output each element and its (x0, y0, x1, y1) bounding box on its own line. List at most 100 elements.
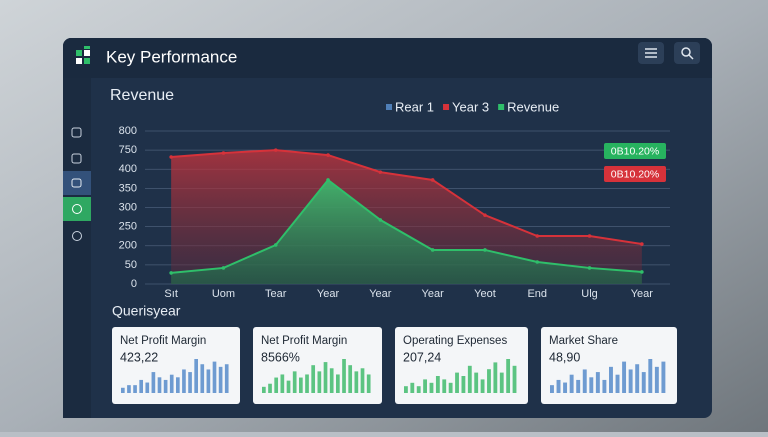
badge (604, 143, 666, 159)
spark-bar (299, 377, 303, 393)
point (273, 243, 278, 247)
spark-bar (448, 382, 453, 393)
area (171, 179, 642, 284)
spark-bar (550, 385, 554, 393)
spark-bar (563, 382, 568, 393)
nav-icon[interactable] (71, 153, 82, 164)
legend-label: Rear 1 (395, 99, 434, 114)
point (587, 234, 592, 238)
x-tick-label: Year (422, 288, 445, 300)
card-value: 207,24 (403, 350, 441, 364)
y-tick-label: 800 (119, 125, 137, 137)
point (221, 151, 226, 155)
spark-bar (224, 364, 229, 393)
nav-item-active[interactable] (63, 171, 91, 195)
chart-title: Revenue (110, 87, 174, 104)
point (430, 178, 435, 182)
y-tick-label: 250 (119, 221, 137, 233)
spark-bar (635, 364, 640, 393)
spark-bar (416, 386, 421, 393)
spark-bar (641, 372, 646, 393)
spark-bar (455, 372, 459, 393)
spark-bar (512, 365, 517, 393)
spark-bar (569, 374, 574, 393)
card-title: Net Profit Margin (261, 335, 347, 347)
spark-bar (582, 369, 587, 393)
spark-bar (194, 359, 198, 393)
spark-bar (323, 362, 328, 393)
spark-bar (305, 374, 309, 393)
y-tick-label: 750 (119, 144, 137, 156)
point (221, 266, 226, 270)
y-tick-label: 350 (119, 182, 137, 194)
card-value: 48,90 (549, 350, 580, 364)
badge-text: 0B10.20% (611, 168, 659, 180)
point (430, 248, 435, 252)
nav-icon[interactable] (72, 231, 82, 241)
spark-bar (622, 361, 627, 393)
spark-bar (648, 359, 653, 393)
spark-bar (493, 362, 498, 393)
header-bar (63, 38, 712, 78)
spark-bar (474, 372, 479, 393)
point (640, 270, 644, 274)
point (587, 266, 592, 270)
point (535, 234, 540, 238)
y-tick-label: 50 (125, 259, 137, 271)
spark-bar (487, 369, 491, 393)
spark-bar (280, 374, 285, 393)
legend-label: Revenue (507, 99, 559, 114)
nav-icon[interactable] (71, 178, 82, 188)
nav-item-highlight[interactable] (63, 197, 91, 221)
sidebar (63, 78, 91, 418)
y-tick-label: 400 (119, 163, 137, 175)
point (483, 248, 487, 252)
chart: 0 50 200 250 300 350 400 750 800 Sıt Uom Tear Year Ye… (119, 99, 670, 300)
spark-bar (556, 379, 561, 393)
spark-bar (336, 374, 340, 393)
spark-bar (589, 377, 594, 393)
card-title: Operating Expenses (403, 335, 507, 347)
spark-bar (212, 361, 217, 393)
spark-bar (145, 382, 150, 393)
x-tick-label: Year (631, 288, 654, 300)
spark-bar (163, 379, 168, 393)
spark-bar (311, 365, 316, 393)
spark-bar (360, 368, 365, 393)
spark-bar (461, 376, 466, 393)
spark-bar (628, 369, 633, 393)
spark-bar (292, 371, 297, 393)
y-tick-label: 0 (131, 278, 137, 290)
point (483, 213, 487, 217)
spark-bar (176, 377, 180, 393)
spark-bar (262, 386, 266, 393)
search-button[interactable] (674, 42, 700, 64)
spark-bar (654, 366, 659, 393)
spark-bar (188, 372, 192, 393)
spark-bar (661, 361, 666, 393)
menu-button[interactable] (638, 42, 664, 64)
x-tick-label: Year (369, 288, 392, 300)
spark-bar (442, 379, 447, 393)
point (378, 170, 383, 174)
spark-bar (133, 385, 137, 393)
spark-bar (366, 374, 371, 393)
nav-icon[interactable] (72, 204, 82, 214)
spark-bar (182, 369, 186, 393)
point (378, 218, 383, 222)
y-tick-label: 300 (119, 201, 137, 213)
spark-bar (480, 379, 485, 393)
legend-swatch (443, 104, 450, 110)
spark-bar (423, 379, 427, 393)
y-tick-label: 200 (119, 240, 137, 252)
spark-bar (317, 371, 322, 393)
legend-swatch (386, 104, 392, 110)
spark-bar (157, 377, 162, 393)
spark-bar (127, 385, 131, 393)
spark-bar (499, 372, 504, 393)
x-tick-label: Yeot (474, 288, 496, 300)
nav-icon[interactable] (71, 127, 82, 138)
spark-bar (342, 359, 346, 393)
